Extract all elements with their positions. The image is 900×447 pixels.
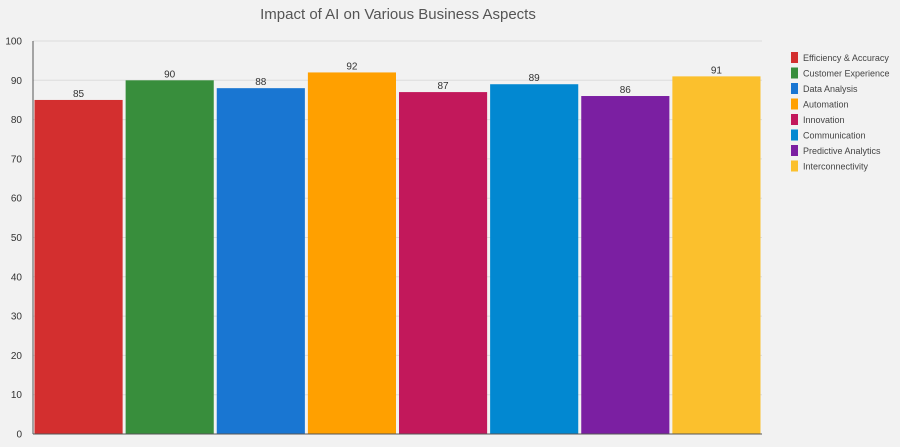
data-label: 88 bbox=[255, 77, 267, 88]
bar-communication bbox=[490, 84, 579, 434]
legend-swatch bbox=[791, 114, 798, 125]
data-label: 91 bbox=[711, 65, 723, 76]
bar-automation bbox=[307, 72, 396, 434]
legend: Efficiency & Accuracy Customer Experience… bbox=[791, 52, 890, 172]
legend-swatch bbox=[791, 129, 798, 141]
bars bbox=[34, 72, 761, 435]
data-label: 89 bbox=[529, 73, 541, 84]
legend-swatch bbox=[791, 98, 798, 110]
y-tick-label: 0 bbox=[16, 430, 22, 441]
legend-label: Data Analysis bbox=[803, 84, 858, 94]
y-tick-label: 100 bbox=[5, 37, 22, 48]
bar-predictive-analytics bbox=[581, 96, 670, 435]
y-tick-label: 30 bbox=[11, 312, 23, 323]
bar-innovation bbox=[399, 92, 488, 434]
bar-efficiency-accuracy bbox=[34, 99, 123, 434]
axes bbox=[32, 41, 762, 435]
data-label: 90 bbox=[164, 69, 176, 80]
legend-swatch bbox=[791, 67, 798, 79]
y-tick-label: 80 bbox=[11, 115, 23, 126]
data-label: 85 bbox=[73, 89, 85, 100]
data-label: 92 bbox=[346, 61, 358, 72]
y-tick-label: 90 bbox=[11, 76, 23, 87]
legend-label: Customer Experience bbox=[803, 69, 890, 79]
legend-swatch bbox=[791, 145, 798, 156]
y-tick-label: 70 bbox=[11, 154, 23, 165]
legend-label: Automation bbox=[803, 100, 849, 110]
data-label: 87 bbox=[438, 81, 450, 92]
legend-label: Communication bbox=[803, 131, 866, 141]
legend-label: Predictive Analytics bbox=[803, 146, 881, 156]
legend-swatch bbox=[791, 83, 798, 94]
y-tick-label: 10 bbox=[11, 390, 23, 401]
data-label: 86 bbox=[620, 85, 632, 96]
chart-title: Impact of AI on Various Business Aspects bbox=[260, 6, 536, 23]
y-axis-ticks: 0 10 20 30 40 50 60 70 80 90 100 bbox=[5, 37, 22, 441]
bar-customer-experience bbox=[125, 80, 214, 435]
data-labels: 85 90 88 92 87 89 86 91 bbox=[73, 61, 722, 100]
y-tick-label: 40 bbox=[11, 272, 23, 283]
y-tick-label: 60 bbox=[11, 194, 23, 205]
legend-label: Efficiency & Accuracy bbox=[803, 53, 889, 63]
legend-swatch bbox=[791, 160, 798, 172]
bar-interconnectivity bbox=[672, 76, 761, 435]
y-tick-label: 20 bbox=[11, 351, 23, 362]
bar-data-analysis bbox=[216, 88, 305, 434]
legend-label: Interconnectivity bbox=[803, 162, 869, 172]
legend-label: Innovation bbox=[803, 115, 845, 125]
y-tick-label: 50 bbox=[11, 233, 23, 244]
legend-swatch bbox=[791, 52, 798, 63]
